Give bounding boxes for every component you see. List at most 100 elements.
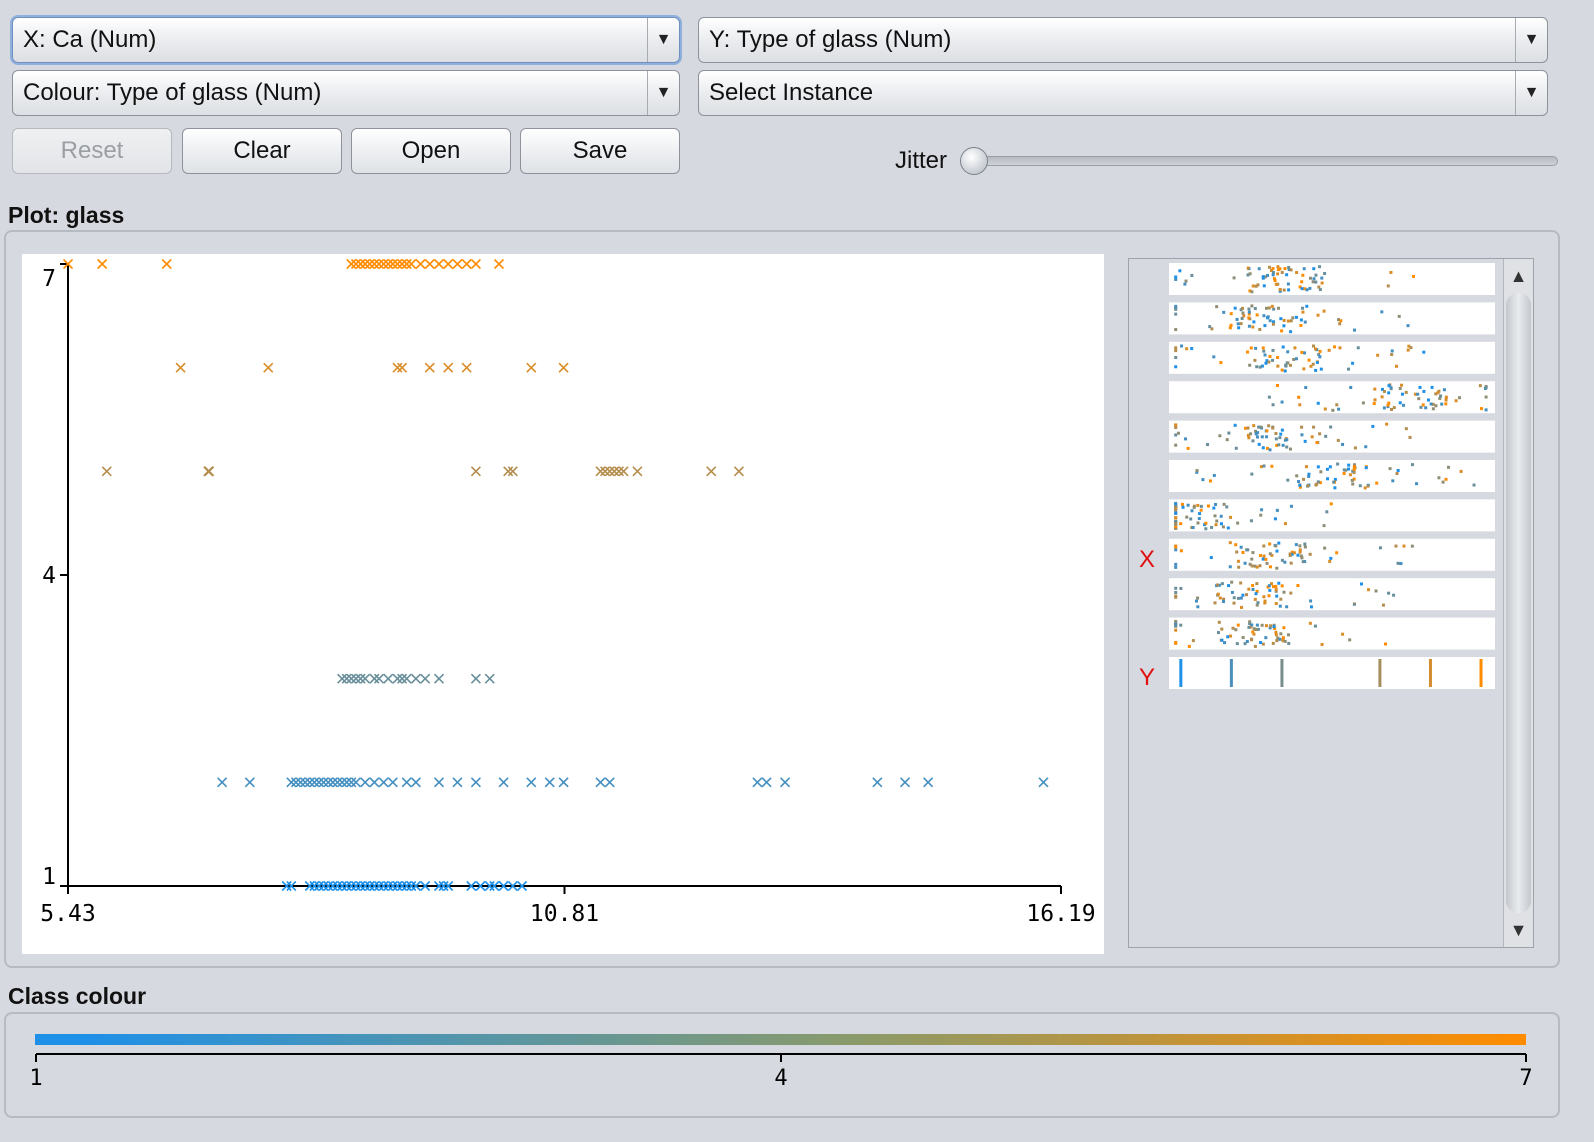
data-point[interactable]	[706, 466, 717, 477]
data-point[interactable]	[350, 258, 361, 270]
data-point[interactable]	[632, 466, 643, 477]
data-point[interactable]	[350, 880, 361, 892]
matrix-cell[interactable]	[1169, 617, 1495, 650]
data-point[interactable]	[516, 880, 528, 892]
data-point[interactable]	[313, 777, 325, 788]
data-point[interactable]	[401, 880, 412, 892]
save-button[interactable]: Save	[520, 128, 680, 174]
data-point[interactable]	[438, 880, 449, 892]
data-point[interactable]	[97, 258, 108, 270]
matrix-cell[interactable]	[1169, 263, 1495, 295]
data-point[interactable]	[752, 777, 763, 788]
data-point[interactable]	[424, 258, 435, 270]
data-point[interactable]	[323, 777, 334, 788]
data-point[interactable]	[295, 777, 306, 788]
data-point[interactable]	[600, 466, 611, 477]
chevron-down-icon[interactable]: ▼	[647, 18, 679, 62]
open-button[interactable]: Open	[351, 128, 511, 174]
data-point[interactable]	[1038, 777, 1049, 788]
data-point[interactable]	[281, 880, 292, 892]
data-point[interactable]	[493, 258, 505, 270]
matrix-cell[interactable]	[1169, 420, 1495, 453]
data-point[interactable]	[401, 777, 412, 788]
data-point[interactable]	[373, 880, 385, 892]
data-point[interactable]	[443, 880, 454, 892]
data-point[interactable]	[470, 673, 481, 684]
data-point[interactable]	[604, 466, 615, 477]
data-point[interactable]	[332, 880, 343, 892]
data-point[interactable]	[346, 673, 357, 684]
data-point[interactable]	[558, 777, 569, 788]
data-point[interactable]	[424, 362, 435, 373]
data-point[interactable]	[507, 880, 518, 892]
data-point[interactable]	[175, 362, 186, 373]
data-point[interactable]	[415, 258, 426, 270]
data-point[interactable]	[406, 258, 417, 270]
data-point[interactable]	[558, 362, 569, 373]
data-point[interactable]	[341, 673, 352, 684]
data-point[interactable]	[397, 362, 408, 373]
matrix-cell[interactable]	[1169, 538, 1495, 571]
data-point[interactable]	[62, 258, 74, 270]
data-point[interactable]	[609, 466, 620, 477]
x-axis-select[interactable]: X: Ca (Num) ▼	[12, 17, 680, 63]
data-point[interactable]	[337, 673, 348, 684]
data-point[interactable]	[507, 466, 518, 477]
data-point[interactable]	[410, 673, 421, 684]
data-point[interactable]	[263, 362, 274, 373]
data-point[interactable]	[392, 880, 403, 892]
data-point[interactable]	[397, 258, 408, 270]
data-point[interactable]	[433, 673, 445, 684]
data-point[interactable]	[373, 258, 385, 270]
data-point[interactable]	[461, 362, 472, 373]
instance-select[interactable]: Select Instance ▼	[698, 70, 1548, 116]
data-point[interactable]	[923, 777, 934, 788]
colour-select[interactable]: Colour: Type of glass (Num) ▼	[12, 70, 680, 116]
data-point[interactable]	[420, 673, 431, 684]
data-point[interactable]	[378, 880, 389, 892]
data-point[interactable]	[318, 777, 329, 788]
data-point[interactable]	[470, 258, 481, 270]
jitter-slider-thumb[interactable]	[960, 147, 988, 175]
data-point[interactable]	[346, 880, 357, 892]
jitter-slider-track[interactable]	[962, 156, 1558, 166]
data-point[interactable]	[341, 777, 352, 788]
scroll-down-icon[interactable]: ▼	[1509, 920, 1528, 940]
data-point[interactable]	[309, 880, 320, 892]
matrix-scrollbar[interactable]: ▲ ▼	[1503, 259, 1533, 947]
data-point[interactable]	[387, 777, 398, 788]
data-point[interactable]	[204, 466, 215, 477]
data-point[interactable]	[360, 258, 371, 270]
data-point[interactable]	[318, 880, 329, 892]
scatter-plot[interactable]: 5.43 10.81 16.19 1 4 7	[22, 254, 1104, 954]
data-point[interactable]	[304, 880, 315, 892]
data-point[interactable]	[397, 673, 408, 684]
data-point[interactable]	[452, 258, 463, 270]
chevron-down-icon[interactable]: ▼	[1515, 18, 1547, 62]
data-point[interactable]	[498, 777, 509, 788]
matrix-cell[interactable]	[1169, 341, 1495, 374]
data-point[interactable]	[899, 777, 911, 788]
reset-button[interactable]: Reset	[12, 128, 172, 174]
data-point[interactable]	[489, 880, 500, 892]
data-point[interactable]	[433, 880, 445, 892]
data-point[interactable]	[410, 777, 421, 788]
data-point[interactable]	[461, 258, 472, 270]
data-point[interactable]	[369, 673, 380, 684]
scroll-up-icon[interactable]: ▲	[1509, 266, 1528, 286]
data-point[interactable]	[387, 880, 398, 892]
data-point[interactable]	[779, 777, 791, 788]
data-point[interactable]	[443, 258, 454, 270]
data-point[interactable]	[595, 466, 606, 477]
data-point[interactable]	[470, 777, 481, 788]
data-point[interactable]	[383, 258, 394, 270]
data-point[interactable]	[346, 777, 357, 788]
data-point[interactable]	[392, 258, 403, 270]
data-point[interactable]	[346, 258, 357, 270]
data-point[interactable]	[383, 673, 394, 684]
data-point[interactable]	[378, 258, 389, 270]
data-point[interactable]	[332, 777, 343, 788]
data-point[interactable]	[397, 880, 408, 892]
data-point[interactable]	[526, 777, 537, 788]
data-point[interactable]	[244, 777, 255, 788]
